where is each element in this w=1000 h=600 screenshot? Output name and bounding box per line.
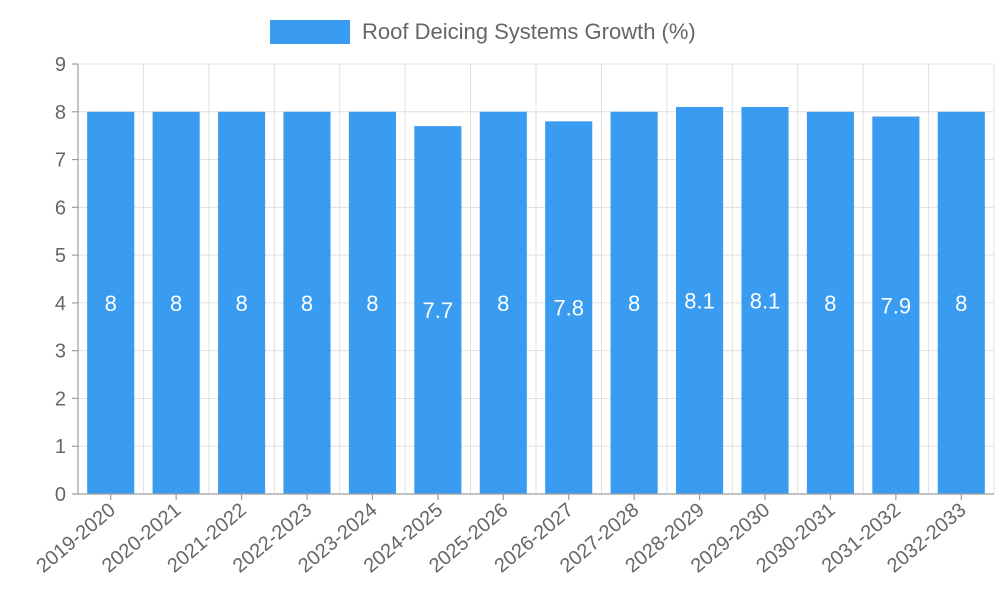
bar [610,111,658,495]
bar-value-label: 7.7 [423,298,454,323]
bar-value-label: 8 [824,291,836,316]
bar-value-label: 7.8 [553,296,584,321]
bar-value-label: 8 [628,291,640,316]
y-tick-label: 8 [55,102,66,124]
bar [806,111,854,495]
bar [348,111,396,495]
bar [218,111,266,495]
y-tick-label: 7 [55,150,66,172]
bar [545,121,593,494]
y-axis-ticks: 0 1 2 3 4 5 6 7 8 9 [55,54,78,506]
legend-label: Roof Deicing Systems Growth (%) [362,19,696,44]
bar-value-label: 8 [497,291,509,316]
gridlines [77,63,995,495]
y-tick-label: 1 [55,436,66,458]
bar-value-label: 8 [301,291,313,316]
y-tick-label: 9 [55,54,66,76]
axes [77,64,994,495]
bars [87,107,985,495]
bar [872,116,920,495]
bar [283,111,331,495]
bar [741,107,789,494]
bar-value-label: 8 [235,291,247,316]
bar-value-label: 7.9 [881,293,912,318]
legend: Roof Deicing Systems Growth (%) [270,19,696,44]
bar-value-label: 8 [366,291,378,316]
y-tick-label: 0 [55,484,66,506]
y-tick-label: 4 [55,293,66,315]
y-tick-label: 3 [55,341,66,363]
bar-value-label: 8.1 [750,289,781,314]
y-tick-label: 5 [55,245,66,267]
y-tick-label: 6 [55,197,66,219]
y-tick-label: 2 [55,388,66,410]
bar [414,126,462,494]
legend-swatch [270,20,350,44]
bar-value-label: 8 [955,291,967,316]
bar-value-label: 8 [170,291,182,316]
bar-value-label: 8.1 [684,289,715,314]
bar [937,111,985,495]
bar-labels: 8 8 8 8 8 7.7 8 7.8 8 8.1 8.1 8 7.9 8 [105,289,968,324]
bar [87,111,135,495]
bar-value-label: 8 [105,291,117,316]
bar [676,107,724,494]
bar [479,111,527,495]
bar [152,111,200,495]
x-axis-ticks: 2019-20202020-20212021-20222022-20232023… [33,494,970,577]
